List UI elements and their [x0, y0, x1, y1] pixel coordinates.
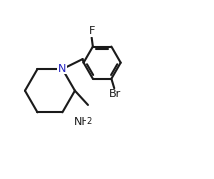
Text: NH: NH — [74, 117, 90, 127]
Text: Br: Br — [109, 89, 122, 99]
Text: F: F — [88, 26, 95, 36]
Text: 2: 2 — [86, 117, 92, 126]
Text: N: N — [58, 64, 66, 74]
